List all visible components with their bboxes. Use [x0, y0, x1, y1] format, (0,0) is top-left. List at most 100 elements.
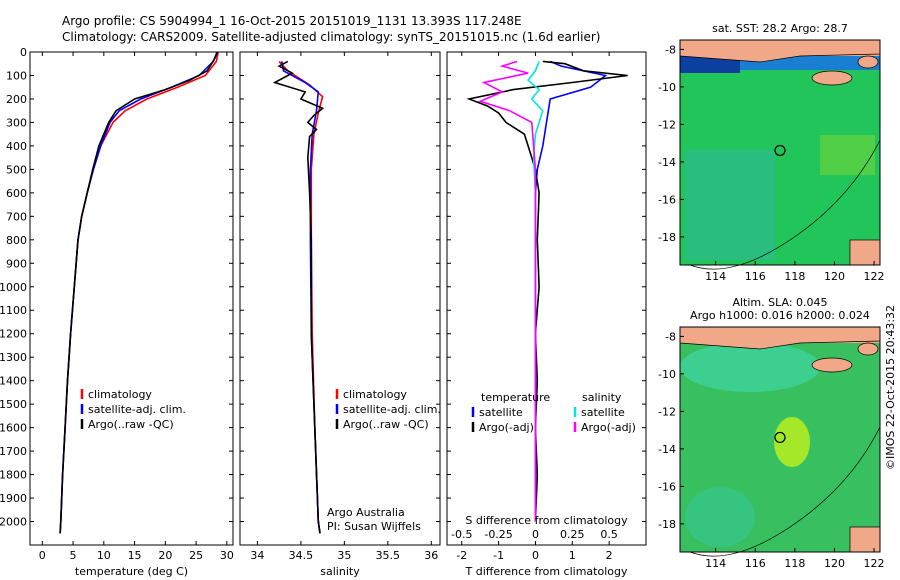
map-title: sat. SST: 28.2 Argo: 28.7: [712, 22, 848, 35]
map-low-sla: [680, 342, 820, 392]
series-line: [526, 61, 544, 522]
legend-label: Argo(-adj): [479, 421, 534, 434]
map-x-tick-label: 122: [864, 270, 885, 283]
legend-label: satellite-adj. clim.: [88, 403, 186, 416]
legend-label: climatology: [343, 388, 407, 401]
map-y-tick-label: -8: [665, 43, 676, 56]
x-tick-label: -2: [456, 549, 467, 562]
map-x-tick-label: 114: [705, 270, 726, 283]
x-tick-label: 20: [158, 549, 172, 562]
x-tick-label: 35: [337, 549, 351, 562]
y-tick-label: 1900: [0, 492, 27, 505]
header-line1: Argo profile: CS 5904994_1 16-Oct-2015 2…: [62, 14, 522, 28]
y-tick-label: 200: [6, 93, 27, 106]
map-y-tick-label: -18: [658, 231, 676, 244]
map-frame: [679, 39, 881, 266]
y-tick-label: 1400: [0, 375, 27, 388]
legend-label: satellite-adj. clim.: [343, 403, 441, 416]
x-tick-label: 25: [189, 549, 203, 562]
credit-text: ©IMOS 22-Oct-2015 20:43:32: [884, 304, 897, 470]
x-tick-label: 0: [39, 549, 46, 562]
map-y-tick-label: -16: [658, 480, 676, 493]
map-australia: [849, 526, 881, 553]
series-line: [59, 51, 219, 534]
series-line: [466, 60, 628, 522]
x-tick-label: 1: [569, 549, 576, 562]
y-tick-label: 700: [6, 210, 27, 223]
top-x-tick-label: 0.25: [560, 528, 585, 541]
annotation-text: Argo Australia: [327, 506, 405, 519]
map-contour: [689, 139, 881, 270]
legend-label: Argo(..raw -QC): [88, 418, 174, 431]
top-x-axis-label: S difference from climatology: [465, 514, 628, 527]
x-tick-label: 2: [606, 549, 613, 562]
y-tick-label: 100: [6, 69, 27, 82]
x-tick-label: 34: [250, 549, 264, 562]
map-y-tick-label: -10: [658, 81, 676, 94]
map-x-tick-label: 122: [864, 557, 885, 570]
y-tick-label: 2000: [0, 516, 27, 529]
y-tick-label: 800: [6, 234, 27, 247]
argo-location-marker: [774, 431, 786, 444]
top-x-tick-label: 0: [532, 528, 539, 541]
map-y-tick-label: -12: [658, 118, 676, 131]
map-island: [857, 342, 879, 356]
map-low-sla-south: [685, 487, 755, 547]
argo-location-marker: [774, 144, 786, 157]
y-tick-label: 1800: [0, 469, 27, 482]
map-frame: [679, 326, 881, 553]
series-line: [272, 60, 325, 534]
legend-label: Argo(-adj): [581, 421, 636, 434]
map-x-tick-label: 120: [824, 557, 845, 570]
x-tick-label: 34.5: [289, 549, 314, 562]
y-tick-label: 500: [6, 163, 27, 176]
map-x-tick-label: 114: [705, 557, 726, 570]
y-tick-label: 1200: [0, 328, 27, 341]
y-tick-label: 1100: [0, 304, 27, 317]
y-tick-label: 300: [6, 116, 27, 129]
top-x-tick-label: -0.5: [451, 528, 472, 541]
map-y-tick-label: -16: [658, 193, 676, 206]
map-high-sla: [774, 417, 810, 467]
x-axis-label: salinity: [320, 565, 360, 578]
map-contour: [689, 426, 881, 557]
legend-title: salinity: [582, 391, 622, 404]
x-tick-label: 15: [128, 549, 142, 562]
map-x-tick-label: 116: [745, 557, 766, 570]
y-tick-label: 1300: [0, 351, 27, 364]
x-tick-label: 36: [424, 549, 438, 562]
y-tick-label: 1700: [0, 445, 27, 458]
x-axis-label: T difference from climatology: [465, 565, 628, 578]
x-axis-label: temperature (deg C): [75, 565, 188, 578]
plot-frame-salinity: [239, 51, 441, 546]
map-island: [857, 55, 879, 69]
map-x-tick-label: 116: [745, 270, 766, 283]
map-y-tick-label: -14: [658, 156, 676, 169]
y-tick-label: 900: [6, 257, 27, 270]
map-y-tick-label: -14: [658, 443, 676, 456]
y-tick-label: 400: [6, 140, 27, 153]
top-x-tick-label: -0.25: [484, 528, 512, 541]
legend-label: climatology: [88, 388, 152, 401]
legend-label: Argo(..raw -QC): [343, 418, 429, 431]
map-x-tick-label: 120: [824, 270, 845, 283]
header-line2: Climatology: CARS2009. Satellite-adjuste…: [62, 30, 601, 44]
map-warm-patch: [820, 135, 875, 175]
map-y-tick-label: -18: [658, 518, 676, 531]
map-cool-patch: [685, 150, 775, 260]
map-x-tick-label: 118: [784, 557, 805, 570]
map-y-tick-label: -10: [658, 368, 676, 381]
y-tick-label: 1600: [0, 422, 27, 435]
top-x-tick-label: 0.5: [600, 528, 618, 541]
map-island: [811, 70, 853, 86]
y-tick-label: 600: [6, 187, 27, 200]
legend-label: satellite: [479, 406, 523, 419]
map-y-tick-label: -8: [665, 330, 676, 343]
x-tick-label: 30: [220, 549, 234, 562]
map-island: [811, 357, 853, 373]
plot-frame-temperature: [29, 51, 234, 546]
map-australia: [849, 239, 881, 266]
x-tick-label: 10: [97, 549, 111, 562]
map-x-tick-label: 118: [784, 270, 805, 283]
